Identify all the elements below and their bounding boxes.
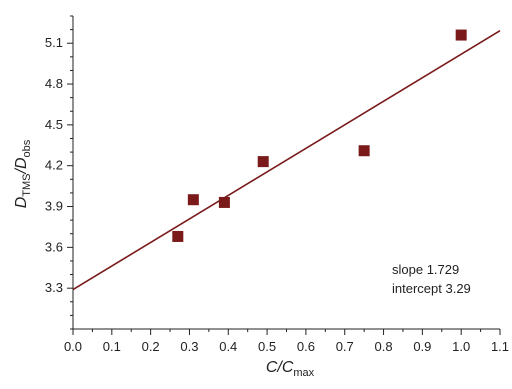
x-tick-label: 0.2 xyxy=(142,339,160,354)
y-tick-label: 3.6 xyxy=(45,239,63,254)
x-axis-title-main: C/C xyxy=(266,359,294,376)
y-axis-title-d2: D xyxy=(13,157,30,169)
x-tick-label: 0.6 xyxy=(297,339,315,354)
x-tick-label: 1.1 xyxy=(491,339,509,354)
x-tick-label: 0.7 xyxy=(336,339,354,354)
x-tick-label: 0.5 xyxy=(258,339,276,354)
y-axis-title-sub2: obs xyxy=(21,139,33,157)
data-points xyxy=(172,29,467,242)
y-tick-label: 4.8 xyxy=(45,76,63,91)
x-tick-label: 0.3 xyxy=(180,339,198,354)
data-point xyxy=(187,194,199,206)
fit-line xyxy=(72,30,501,291)
x-ticks: 0.0 0.1 0.2 0.3 0.4 0.5 0.6 0.7 0.8 0.9 1.0 1.1 xyxy=(64,329,509,354)
slope-annotation: slope 1.729 xyxy=(392,262,459,277)
y-tick-label: 4.2 xyxy=(45,158,63,173)
data-point xyxy=(455,29,467,41)
y-tick-label: 3.3 xyxy=(45,280,63,295)
y-axis-title-d1: D xyxy=(13,196,30,208)
data-point xyxy=(218,196,230,208)
y-axis-title-slash: / xyxy=(13,167,30,174)
y-axis-title: DTMS/Dobs xyxy=(13,139,33,208)
x-tick-label: 0.0 xyxy=(64,339,82,354)
data-point xyxy=(172,230,184,242)
x-axis-title-sub: max xyxy=(293,367,314,379)
intercept-annotation: intercept 3.29 xyxy=(392,281,471,296)
y-tick-label: 3.9 xyxy=(45,199,63,214)
y-ticks: 3.3 3.6 3.9 4.2 4.5 4.8 5.1 xyxy=(45,15,73,330)
x-tick-label: 0.9 xyxy=(413,339,431,354)
x-tick-label: 0.1 xyxy=(103,339,121,354)
x-tick-label: 1.0 xyxy=(452,339,470,354)
data-point xyxy=(358,145,370,157)
x-tick-label: 0.4 xyxy=(219,339,237,354)
y-tick-label: 5.1 xyxy=(45,35,63,50)
y-axis-title-sub1: TMS xyxy=(21,173,33,196)
x-tick-label: 0.8 xyxy=(375,339,393,354)
y-tick-label: 4.5 xyxy=(45,117,63,132)
x-axis-title: C/Cmax xyxy=(266,359,315,379)
data-point xyxy=(257,156,269,168)
